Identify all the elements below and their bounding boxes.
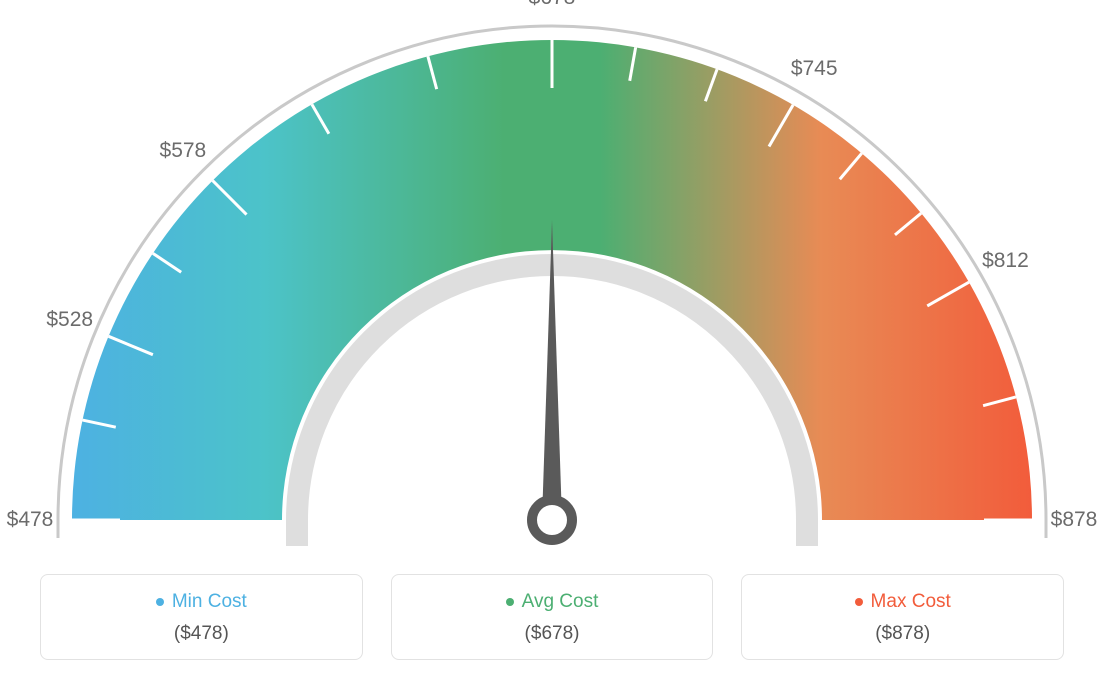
legend-card-max: Max Cost ($878) (741, 574, 1064, 660)
legend-dot-min (156, 598, 164, 606)
gauge-tick-label: $678 (529, 0, 576, 10)
legend-label-min: Min Cost (172, 591, 247, 613)
legend-dot-avg (506, 598, 514, 606)
gauge-tick-label: $478 (7, 508, 54, 532)
legend-title-max: Max Cost (855, 591, 951, 613)
legend-row: Min Cost ($478) Avg Cost ($678) Max Cost… (40, 574, 1064, 660)
legend-label-max: Max Cost (871, 591, 951, 613)
legend-dot-max (855, 598, 863, 606)
legend-value-min: ($478) (51, 623, 352, 645)
legend-card-min: Min Cost ($478) (40, 574, 363, 660)
legend-title-min: Min Cost (156, 591, 247, 613)
legend-value-max: ($878) (752, 623, 1053, 645)
gauge-tick-label: $745 (791, 57, 838, 81)
gauge-tick-label: $578 (160, 139, 207, 163)
gauge-tick-label: $812 (982, 249, 1029, 273)
gauge-svg (0, 0, 1104, 570)
legend-value-avg: ($678) (402, 623, 703, 645)
chart-container: $478 $528 $578 $678 $745 $812 $878 Min Cost ($… (0, 0, 1104, 690)
legend-card-avg: Avg Cost ($678) (391, 574, 714, 660)
gauge-tick-label: $528 (46, 308, 93, 332)
gauge-tick-label: $878 (1051, 508, 1098, 532)
legend-title-avg: Avg Cost (506, 591, 599, 613)
gauge-area: $478 $528 $578 $678 $745 $812 $878 (0, 0, 1104, 570)
legend-label-avg: Avg Cost (522, 591, 599, 613)
